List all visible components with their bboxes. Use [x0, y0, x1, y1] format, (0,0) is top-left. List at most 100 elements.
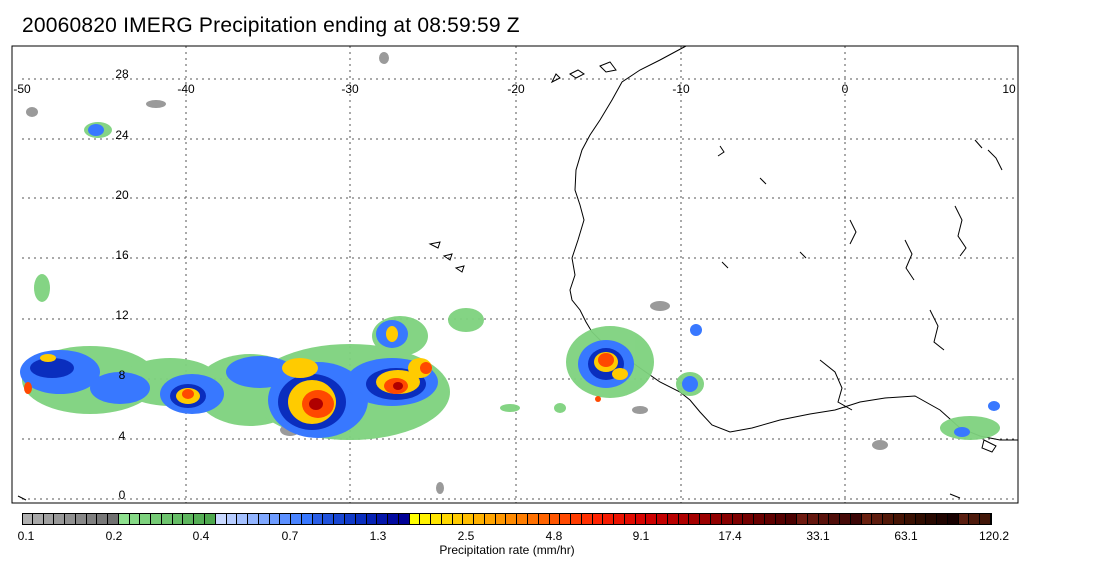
colorbar-segment [581, 513, 593, 525]
colorbar-segment [678, 513, 690, 525]
colorbar-segment [258, 513, 270, 525]
lat-label: 8 [118, 368, 126, 382]
colorbar-tick: 33.1 [806, 529, 830, 543]
lon-label: 10 [1002, 82, 1016, 96]
colorbar-segment [291, 513, 302, 525]
colorbar-segment [646, 513, 658, 525]
colorbar-segment [775, 513, 787, 525]
colorbar-segment [904, 513, 916, 525]
colorbar-tick: 0.2 [105, 529, 123, 543]
colorbar-segment [635, 513, 647, 525]
colorbar-segment [484, 513, 496, 525]
colorbar-segment [377, 513, 389, 525]
colorbar-segment [850, 513, 862, 525]
colorbar-segment [926, 513, 938, 525]
colorbar-segment [312, 513, 324, 525]
colorbar-segment [32, 513, 44, 525]
colorbar-segment [872, 513, 884, 525]
colorbar-segment [431, 513, 442, 525]
colorbar-segment [807, 513, 819, 525]
colorbar-tick: 120.2 [978, 529, 1010, 543]
map-border [11, 45, 1019, 504]
colorbar-segment [937, 513, 948, 525]
colorbar-segment [915, 513, 927, 525]
lat-label: 28 [115, 67, 129, 81]
colorbar-segment [958, 513, 970, 525]
colorbar-segment [215, 513, 227, 525]
colorbar-segment [97, 513, 109, 525]
colorbar-tick: 4.8 [545, 529, 563, 543]
colorbar-segment [54, 513, 66, 525]
lat-label: 24 [115, 128, 129, 142]
colorbar-segment [474, 513, 485, 525]
colorbar-segment [22, 513, 33, 525]
colorbar-tick: 1.3 [369, 529, 387, 543]
colorbar-segment [947, 513, 959, 525]
lon-label: -20 [507, 82, 525, 96]
colorbar-segment [355, 513, 367, 525]
colorbar-segment [506, 513, 518, 525]
colorbar-segment [161, 513, 173, 525]
colorbar-segment [43, 513, 55, 525]
colorbar-segment [592, 513, 604, 525]
colorbar-segment [194, 513, 206, 525]
colorbar-segment [969, 513, 981, 525]
colorbar-tick: 63.1 [894, 529, 918, 543]
map-title: 20060820 IMERG Precipitation ending at 0… [22, 14, 520, 37]
colorbar-segment [667, 513, 679, 525]
colorbar-segment [614, 513, 625, 525]
colorbar-segment [711, 513, 722, 525]
colorbar-segment [140, 513, 152, 525]
colorbar-segment [721, 513, 733, 525]
colorbar-segment [571, 513, 582, 525]
colorbar-segment [248, 513, 259, 525]
colorbar-segment [323, 513, 335, 525]
colorbar-segment [108, 513, 119, 525]
colorbar-segment [861, 513, 873, 525]
colorbar-segment [65, 513, 76, 525]
colorbar-segment [700, 513, 711, 525]
colorbar-segment [334, 513, 345, 525]
colorbar-segment [172, 513, 184, 525]
colorbar-segment [495, 513, 507, 525]
colorbar-segment [398, 513, 410, 525]
colorbar [22, 513, 991, 525]
colorbar-segment [409, 513, 421, 525]
colorbar-segment [689, 513, 701, 525]
colorbar-segment [549, 513, 561, 525]
colorbar-segment [797, 513, 808, 525]
colorbar-tick: 17.4 [718, 529, 742, 543]
colorbar-segment [183, 513, 195, 525]
colorbar-segment [603, 513, 615, 525]
colorbar-segment [151, 513, 162, 525]
colorbar-segment [764, 513, 776, 525]
colorbar-segment [657, 513, 668, 525]
lon-label: -10 [672, 82, 690, 96]
coastline [17, 45, 1018, 501]
colorbar-segment [388, 513, 399, 525]
colorbar-segment [894, 513, 905, 525]
colorbar-segment [463, 513, 475, 525]
colorbar-segment [280, 513, 292, 525]
precipitation-cells [20, 52, 1000, 494]
lon-label: -50 [13, 82, 31, 96]
colorbar-segment [86, 513, 98, 525]
colorbar-segment [452, 513, 464, 525]
colorbar-segment [732, 513, 744, 525]
colorbar-segment [441, 513, 453, 525]
colorbar-segment [205, 513, 216, 525]
colorbar-tick: 0.7 [281, 529, 299, 543]
grid-lines [22, 46, 1018, 503]
colorbar-segment [754, 513, 765, 525]
lat-label: 4 [118, 429, 126, 443]
colorbar-segment [301, 513, 313, 525]
colorbar-segment [980, 513, 991, 525]
colorbar-segment [237, 513, 249, 525]
lat-label: 0 [118, 488, 126, 502]
colorbar-tick: 2.5 [457, 529, 475, 543]
colorbar-tick: 0.1 [17, 529, 35, 543]
lon-label: 0 [841, 82, 849, 96]
colorbar-segment [743, 513, 755, 525]
colorbar-segment [75, 513, 87, 525]
